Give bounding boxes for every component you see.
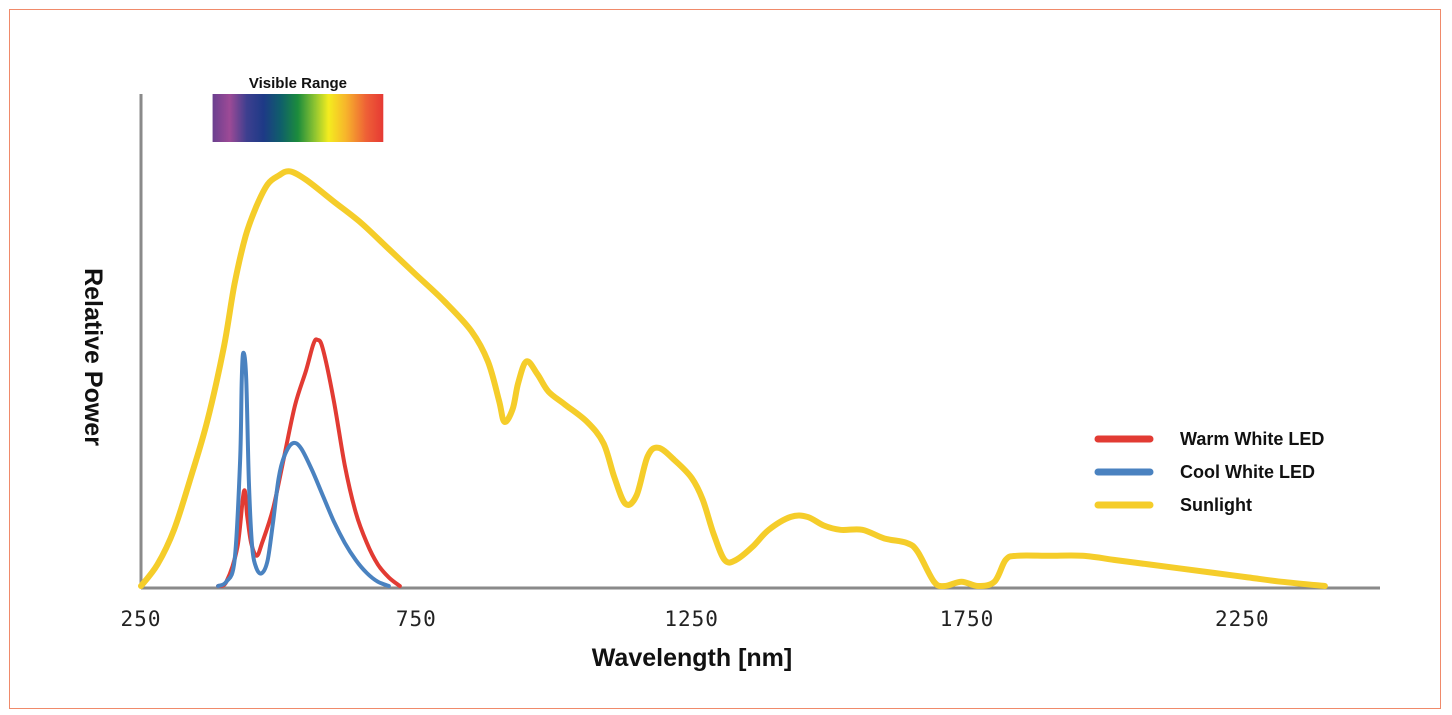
x-tick-label: 250	[121, 607, 162, 631]
legend-label: Warm White LED	[1180, 429, 1324, 449]
series-layer	[138, 168, 1328, 590]
x-tick-labels: 250 750 1250 1750 2250	[121, 607, 1270, 631]
x-tick-label: 750	[396, 607, 437, 631]
x-axis-title: Wavelength [nm]	[592, 644, 792, 672]
visible-range-label: Visible Range	[249, 75, 347, 92]
y-axis-title: Relative Power	[79, 268, 107, 446]
x-tick-label: 1250	[664, 607, 719, 631]
series-line-cool-white-led	[216, 350, 391, 588]
x-tick-label: 2250	[1215, 607, 1270, 631]
x-tick-label: 1750	[940, 607, 995, 631]
chart-frame	[9, 9, 1441, 709]
legend-label: Cool White LED	[1180, 462, 1315, 482]
legend-label: Sunlight	[1180, 495, 1252, 515]
series-line-sunlight	[138, 168, 1328, 590]
legend: Warm White LED Cool White LED Sunlight	[1094, 429, 1324, 515]
series-line-warm-white-led	[216, 337, 402, 589]
visible-range-bar	[212, 94, 384, 142]
